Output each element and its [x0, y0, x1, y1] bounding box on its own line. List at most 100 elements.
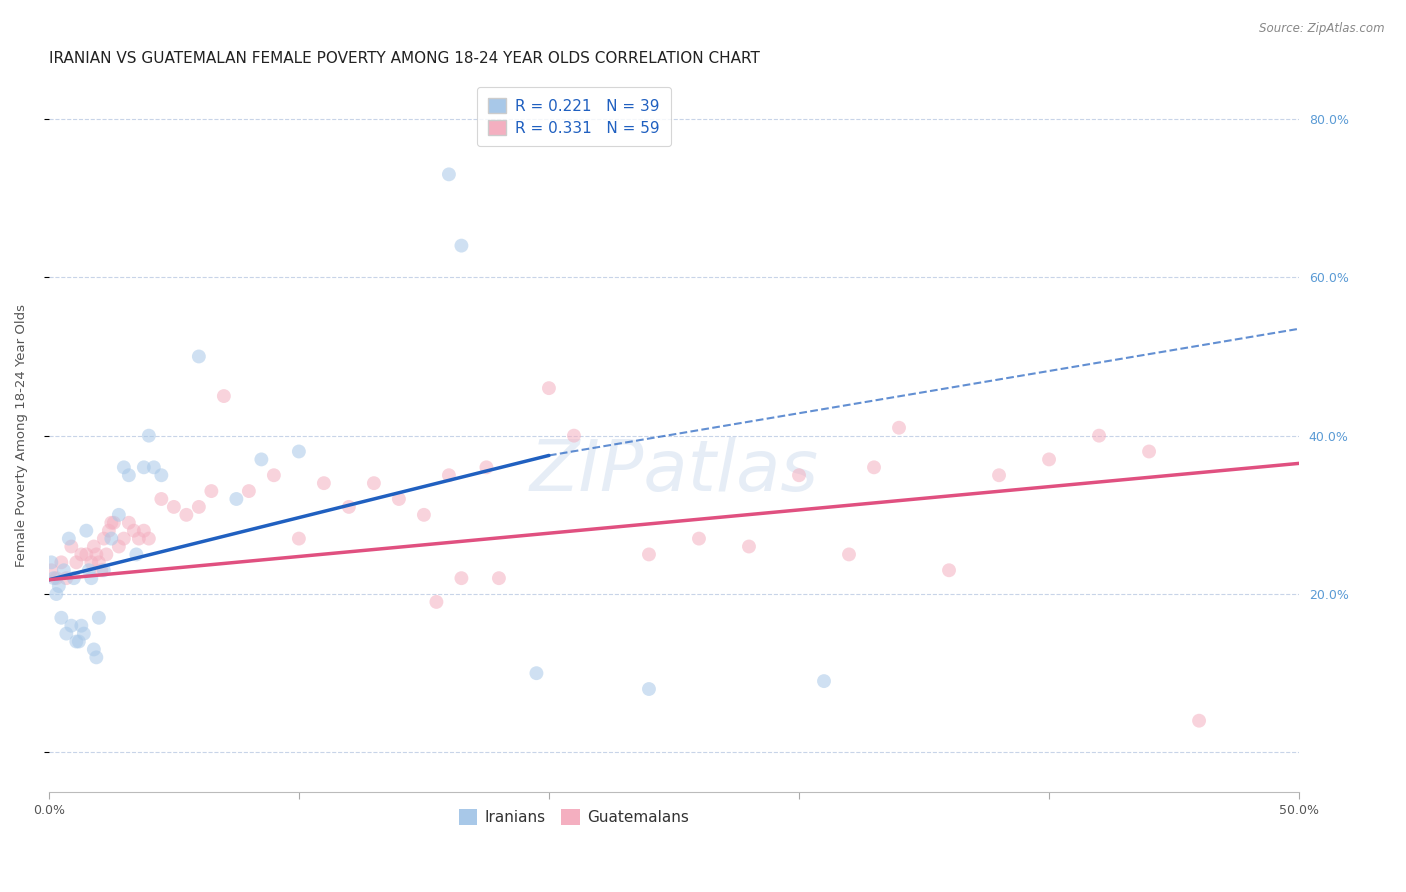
Point: [87, 611, 110, 625]
Point: [112, 460, 135, 475]
Point: [132, 524, 155, 538]
Point: [363, 476, 385, 491]
Point: [108, 540, 131, 554]
Point: [437, 167, 460, 181]
Point: [388, 491, 411, 506]
Point: [128, 532, 150, 546]
Point: [887, 421, 910, 435]
Point: [45, 587, 67, 601]
Point: [638, 548, 661, 562]
Point: [108, 508, 131, 522]
Point: [1188, 714, 1211, 728]
Point: [413, 508, 436, 522]
Point: [176, 508, 198, 522]
Point: [41, 563, 63, 577]
Text: IRANIAN VS GUATEMALAN FEMALE POVERTY AMONG 18-24 YEAR OLDS CORRELATION CHART: IRANIAN VS GUATEMALAN FEMALE POVERTY AMO…: [49, 51, 759, 66]
Point: [813, 674, 835, 689]
Point: [77, 563, 100, 577]
Point: [526, 666, 548, 681]
Legend: Iranians, Guatemalans: Iranians, Guatemalans: [450, 800, 699, 834]
Point: [87, 555, 110, 569]
Point: [238, 484, 260, 499]
Point: [58, 532, 80, 546]
Point: [187, 350, 209, 364]
Point: [163, 500, 186, 514]
Point: [863, 460, 886, 475]
Point: [488, 571, 510, 585]
Point: [437, 468, 460, 483]
Point: [425, 595, 447, 609]
Point: [100, 532, 122, 546]
Point: [51, 555, 73, 569]
Point: [250, 452, 273, 467]
Point: [97, 524, 120, 538]
Point: [51, 611, 73, 625]
Point: [225, 491, 247, 506]
Point: [138, 428, 160, 442]
Y-axis label: Female Poverty Among 18-24 Year Olds: Female Poverty Among 18-24 Year Olds: [15, 304, 28, 567]
Point: [288, 444, 311, 458]
Point: [93, 563, 115, 577]
Point: [838, 548, 860, 562]
Point: [200, 484, 222, 499]
Point: [212, 389, 235, 403]
Point: [988, 468, 1011, 483]
Point: [263, 468, 285, 483]
Point: [65, 634, 87, 648]
Point: [90, 563, 112, 577]
Point: [83, 642, 105, 657]
Point: [738, 540, 761, 554]
Point: [73, 626, 96, 640]
Point: [80, 571, 103, 585]
Point: [96, 548, 118, 562]
Point: [103, 516, 125, 530]
Point: [65, 555, 87, 569]
Point: [638, 681, 661, 696]
Point: [688, 532, 710, 546]
Point: [187, 500, 209, 514]
Point: [118, 516, 141, 530]
Point: [42, 571, 65, 585]
Point: [150, 491, 173, 506]
Point: [450, 571, 472, 585]
Point: [312, 476, 335, 491]
Point: [1137, 444, 1160, 458]
Point: [63, 571, 86, 585]
Point: [52, 563, 75, 577]
Point: [100, 516, 122, 530]
Point: [80, 555, 103, 569]
Point: [562, 428, 585, 442]
Point: [125, 548, 148, 562]
Point: [41, 555, 63, 569]
Point: [55, 626, 77, 640]
Point: [86, 650, 108, 665]
Point: [132, 460, 155, 475]
Point: [537, 381, 560, 395]
Point: [118, 468, 141, 483]
Point: [93, 532, 115, 546]
Point: [450, 238, 472, 252]
Point: [142, 460, 165, 475]
Point: [150, 468, 173, 483]
Text: ZIPatlas: ZIPatlas: [530, 437, 818, 506]
Point: [1038, 452, 1060, 467]
Point: [1088, 428, 1111, 442]
Point: [337, 500, 360, 514]
Point: [75, 548, 97, 562]
Point: [475, 460, 498, 475]
Point: [55, 571, 77, 585]
Point: [60, 540, 83, 554]
Point: [138, 532, 160, 546]
Point: [70, 548, 93, 562]
Point: [112, 532, 135, 546]
Point: [787, 468, 810, 483]
Point: [48, 579, 70, 593]
Point: [938, 563, 960, 577]
Point: [122, 524, 145, 538]
Point: [60, 618, 83, 632]
Point: [86, 548, 108, 562]
Point: [70, 618, 93, 632]
Point: [83, 540, 105, 554]
Point: [45, 571, 67, 585]
Text: Source: ZipAtlas.com: Source: ZipAtlas.com: [1260, 22, 1385, 36]
